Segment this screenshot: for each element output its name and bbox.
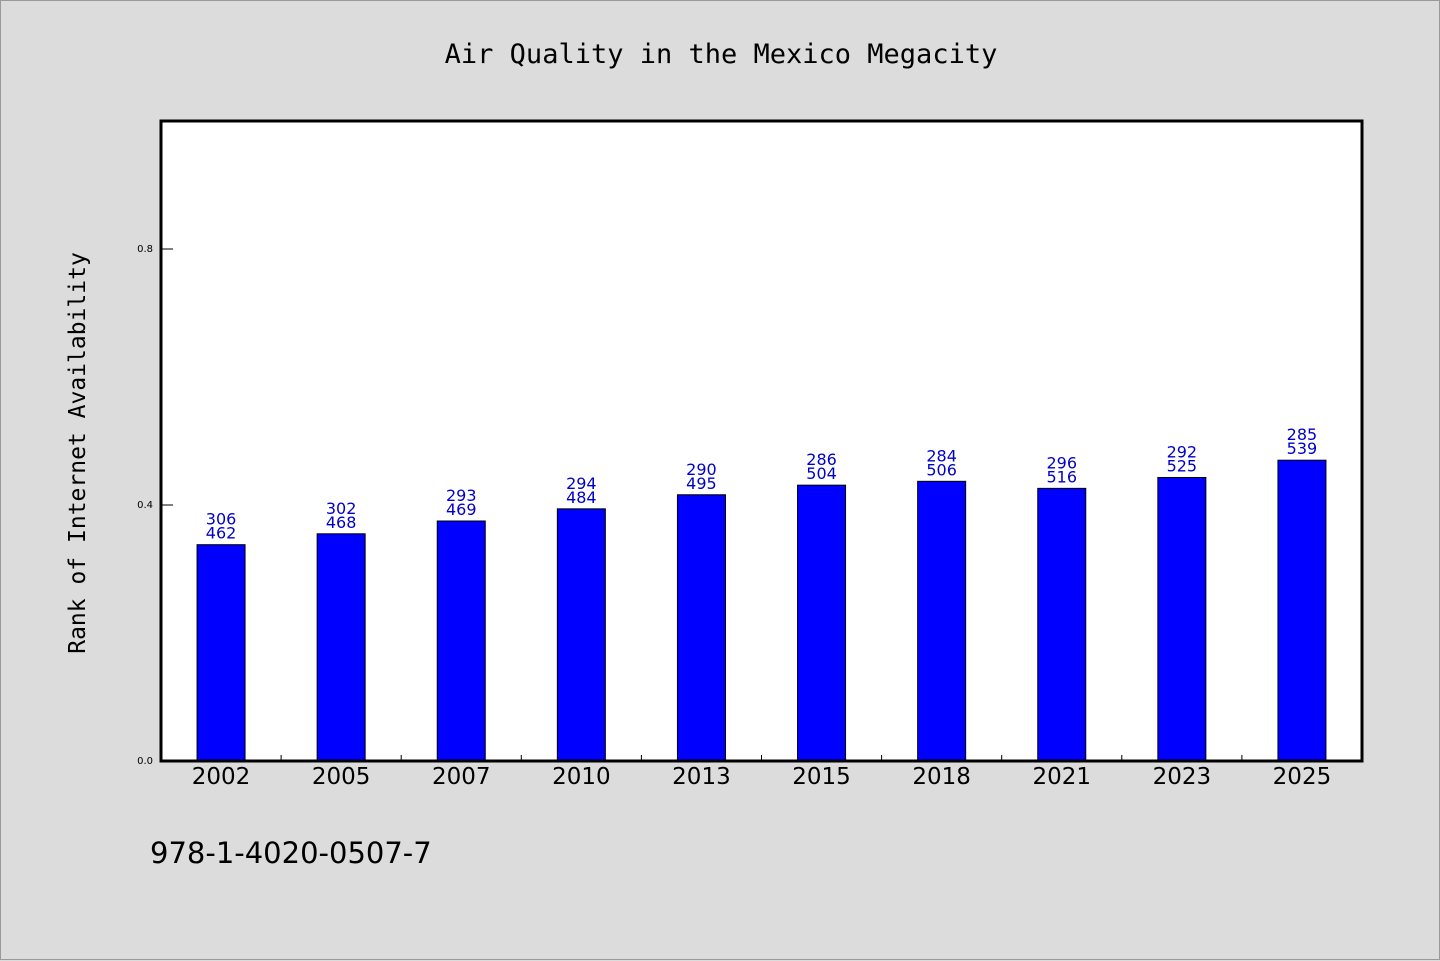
bar: [917, 480, 967, 762]
y-axis-label: Rank of Internet Availability: [65, 252, 91, 654]
data-label: 504: [806, 464, 837, 483]
x-tick-label: 2013: [672, 764, 731, 790]
x-tick-label: 2018: [912, 764, 971, 790]
bar: [556, 508, 606, 762]
plot-border: [159, 119, 1364, 763]
data-label: 293: [446, 486, 477, 505]
bar: [196, 544, 246, 762]
bar: [436, 520, 486, 762]
data-label: 286: [806, 450, 837, 469]
x-tick-label: 2025: [1273, 764, 1332, 790]
data-label: 469: [446, 500, 477, 519]
data-label: 468: [326, 513, 357, 532]
data-label: 296: [1046, 453, 1077, 472]
bar: [1037, 487, 1087, 762]
x-tick-label: 2021: [1032, 764, 1091, 790]
data-label: 495: [686, 474, 717, 493]
bar: [1157, 476, 1207, 762]
y-tick-label: 0.4: [137, 500, 153, 511]
chart-title: Air Quality in the Mexico Megacity: [445, 39, 998, 70]
data-label: 506: [926, 460, 957, 479]
x-tick-label: 2015: [792, 764, 851, 790]
x-tick-label: 2010: [552, 764, 611, 790]
x-tick-label: 2002: [192, 764, 251, 790]
x-tick-label: 2023: [1153, 764, 1212, 790]
data-label: 294: [566, 474, 597, 493]
isbn-footer: 978-1-4020-0507-7: [150, 836, 432, 870]
y-tick-label: 0.0: [137, 756, 153, 767]
data-label: 462: [206, 524, 237, 543]
data-label: 525: [1167, 456, 1198, 475]
data-label: 285: [1287, 425, 1318, 444]
data-label: 302: [326, 499, 357, 518]
data-label: 516: [1046, 467, 1077, 486]
x-tick-label: 2005: [312, 764, 371, 790]
bar: [1277, 459, 1327, 762]
bar: [676, 494, 726, 762]
x-tick-label: 2007: [432, 764, 491, 790]
data-label: 484: [566, 488, 597, 507]
data-label: 306: [206, 510, 237, 529]
bar: [316, 533, 366, 762]
data-label: 290: [686, 460, 717, 479]
data-label: 539: [1287, 439, 1318, 458]
data-label: 284: [926, 446, 957, 465]
bar: [797, 484, 847, 762]
data-label: 292: [1167, 442, 1198, 461]
y-tick-label: 0.8: [137, 244, 153, 255]
